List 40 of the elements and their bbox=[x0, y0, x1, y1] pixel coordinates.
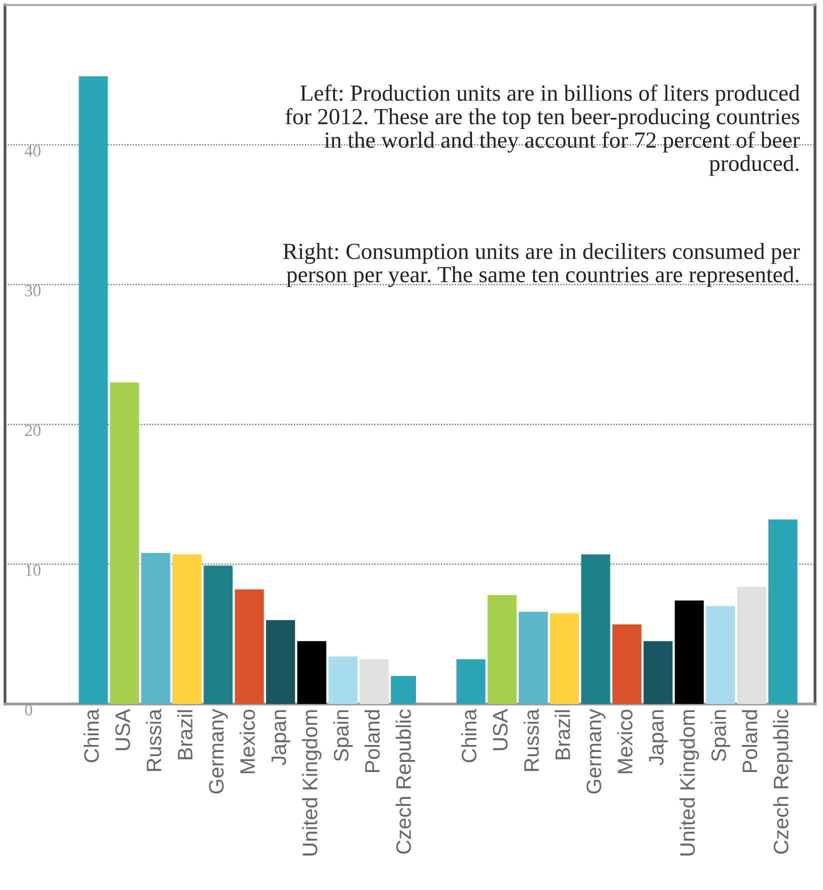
bar bbox=[456, 659, 486, 704]
annotation: Left: Production units are in billions of liters produced for 2012. These are the top ten beer-producing countries in the world and they account for 72 percent of beer produced. bbox=[285, 84, 800, 176]
bar bbox=[644, 641, 673, 704]
x-tick-label: United Kingdom bbox=[680, 710, 699, 856]
x-tick-label: United Kingdom bbox=[302, 710, 322, 856]
y-tick-label: 10 bbox=[26, 564, 40, 576]
y-tick-label: 40 bbox=[24, 145, 40, 157]
x-tick-label: Brazil bbox=[554, 710, 570, 760]
bar bbox=[768, 519, 798, 704]
bar bbox=[674, 600, 704, 704]
bar bbox=[706, 606, 735, 704]
x-tick-label: Poland bbox=[742, 710, 758, 772]
x-tick-label: Czech Republic bbox=[773, 709, 793, 854]
y-tick-label: 0 bbox=[25, 704, 32, 716]
bar bbox=[518, 612, 548, 704]
bar bbox=[550, 613, 579, 704]
x-tick-label: China bbox=[461, 708, 476, 762]
x-tick-label: Germany bbox=[586, 708, 606, 794]
x-tick-label: Japan bbox=[649, 710, 668, 766]
bar bbox=[737, 586, 766, 704]
x-tick-label: Brazil bbox=[177, 710, 193, 760]
x-tick-label: Russia bbox=[146, 708, 162, 771]
x-tick-label: China bbox=[84, 708, 99, 762]
x-tick-label: Spain bbox=[333, 710, 353, 762]
x-tick-label: Spain bbox=[710, 710, 730, 762]
bar bbox=[612, 624, 642, 704]
x-tick-label: Mexico bbox=[240, 710, 255, 774]
x-tick-label: USA bbox=[492, 708, 508, 750]
x-tick-label: Poland bbox=[364, 710, 380, 772]
y-tick-label: 20 bbox=[25, 424, 40, 436]
x-tick-label: Czech Republic bbox=[396, 709, 416, 854]
x-tick-label: Japan bbox=[272, 710, 290, 766]
x-tick-label: USA bbox=[115, 708, 130, 750]
x-tick-label: Germany bbox=[208, 708, 228, 794]
bar bbox=[581, 554, 610, 704]
annotation: Right: Consumption units are in deciliters consumed per person per year. The same ten countries are represented. bbox=[283, 242, 800, 288]
x-tick-label: Russia bbox=[524, 708, 539, 771]
bar bbox=[488, 594, 517, 704]
x-tick-label: Mexico bbox=[617, 710, 632, 774]
y-tick-label: 30 bbox=[25, 285, 40, 296]
